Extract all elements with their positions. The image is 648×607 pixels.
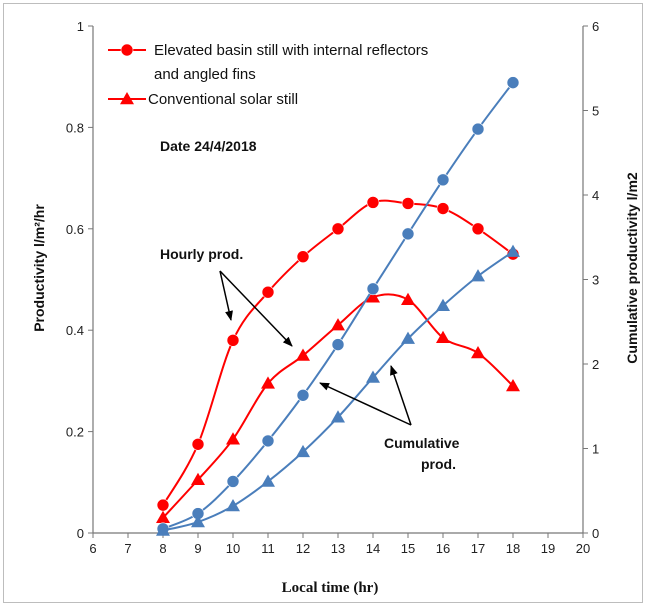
data-point (296, 348, 310, 361)
data-point (506, 378, 520, 392)
y-left-tick-label: 0.4 (66, 323, 84, 338)
x-tick-label: 9 (194, 541, 201, 556)
y-axis-right-title: Cumulative productivity l/m2 (624, 172, 640, 364)
data-point (261, 285, 275, 299)
hourly-arrow-1 (219, 270, 233, 321)
cumulative-arrow-2 (390, 365, 412, 426)
data-point (436, 298, 450, 311)
data-point (296, 388, 310, 402)
data-point (261, 376, 275, 389)
legend-marker-1 (120, 43, 134, 57)
data-point (296, 250, 310, 263)
y-left-tick-label: 0.8 (66, 120, 84, 135)
data-point (436, 202, 450, 215)
cumulative-annotation-line1: Cumulative (384, 435, 460, 451)
data-point (226, 498, 240, 512)
series-2-hourly-triangle (156, 290, 520, 524)
x-tick-label: 17 (471, 541, 485, 556)
data-point (366, 290, 380, 303)
x-tick-label: 14 (366, 541, 380, 556)
data-point (156, 510, 170, 524)
x-tick-label: 12 (296, 541, 310, 556)
data-point (331, 222, 345, 236)
cumulative-annotation-line2: prod. (421, 456, 456, 472)
data-point (366, 282, 380, 296)
data-point (261, 434, 275, 448)
series-4-cumulative-triangle (156, 244, 520, 536)
data-point (156, 498, 170, 512)
cumulative-arrow-1 (319, 382, 412, 426)
y-right-tick-label: 0 (592, 526, 599, 541)
series-layer (156, 76, 520, 536)
data-point (436, 330, 450, 344)
data-point (401, 331, 415, 344)
data-point (331, 410, 345, 423)
data-point (471, 269, 485, 282)
legend-label-1a: Elevated basin still with internal refle… (154, 42, 428, 59)
data-point (401, 227, 415, 241)
y-left-tick-label: 1 (77, 19, 84, 34)
x-tick-label: 10 (226, 541, 240, 556)
date-annotation: Date 24/4/2018 (160, 138, 257, 154)
data-point (156, 523, 170, 536)
x-tick-label: 7 (124, 541, 131, 556)
axes: 6 7 8 9 10 11 12 13 14 15 16 17 18 19 2000.20.40.60.81… (66, 19, 599, 556)
annotations: Date 24/4/2018 Hourly prod. Cumulative prod… (160, 138, 460, 472)
hourly-prod-annotation: Hourly prod. (160, 246, 243, 262)
x-tick-label: 20 (576, 541, 590, 556)
data-point (226, 475, 240, 488)
data-point (191, 515, 205, 528)
x-tick-label: 16 (436, 541, 450, 556)
y-right-tick-label: 6 (592, 19, 599, 34)
y-axis-left-title: Productivity l/m²/hr (31, 204, 47, 332)
x-tick-label: 18 (506, 541, 520, 556)
data-point (366, 196, 380, 209)
y-right-tick-label: 3 (592, 273, 599, 288)
y-left-tick-label: 0.2 (66, 425, 84, 440)
x-tick-label: 19 (541, 541, 555, 556)
data-point (506, 244, 520, 257)
legend-label-2: Conventional solar still (148, 91, 298, 108)
y-left-tick-label: 0 (77, 526, 84, 541)
y-right-tick-label: 2 (592, 357, 599, 372)
data-point (471, 346, 485, 359)
y-left-tick-label: 0.6 (66, 222, 84, 237)
data-point (226, 334, 240, 347)
data-point (331, 318, 345, 331)
x-tick-label: 15 (401, 541, 415, 556)
x-tick-label: 6 (89, 541, 96, 556)
legend-label-1b: and angled fins (154, 66, 256, 83)
hourly-arrow-2 (219, 270, 293, 347)
chart-frame (3, 3, 643, 603)
x-tick-label: 8 (159, 541, 166, 556)
data-point (191, 437, 205, 451)
y-right-tick-label: 4 (592, 188, 599, 203)
data-point (226, 432, 240, 445)
series-3-cumulative-circle (156, 76, 520, 536)
y-right-tick-label: 5 (592, 104, 599, 119)
data-point (191, 472, 205, 486)
data-point (471, 222, 485, 236)
data-point (436, 173, 450, 187)
data-point (296, 444, 310, 458)
data-point (331, 338, 345, 351)
series-1-hourly-circle (156, 196, 520, 512)
x-tick-label: 11 (261, 541, 275, 556)
y-right-tick-label: 1 (592, 442, 599, 457)
x-tick-label: 13 (331, 541, 345, 556)
data-point (401, 197, 415, 210)
data-point (506, 76, 520, 89)
legend: Elevated basin still with internal refle… (108, 42, 428, 108)
data-point (366, 370, 380, 383)
legend-marker-2 (120, 92, 134, 105)
data-point (261, 474, 275, 487)
data-point (471, 122, 485, 136)
x-axis-title: Local time (hr) (282, 580, 379, 596)
data-point (401, 292, 415, 306)
